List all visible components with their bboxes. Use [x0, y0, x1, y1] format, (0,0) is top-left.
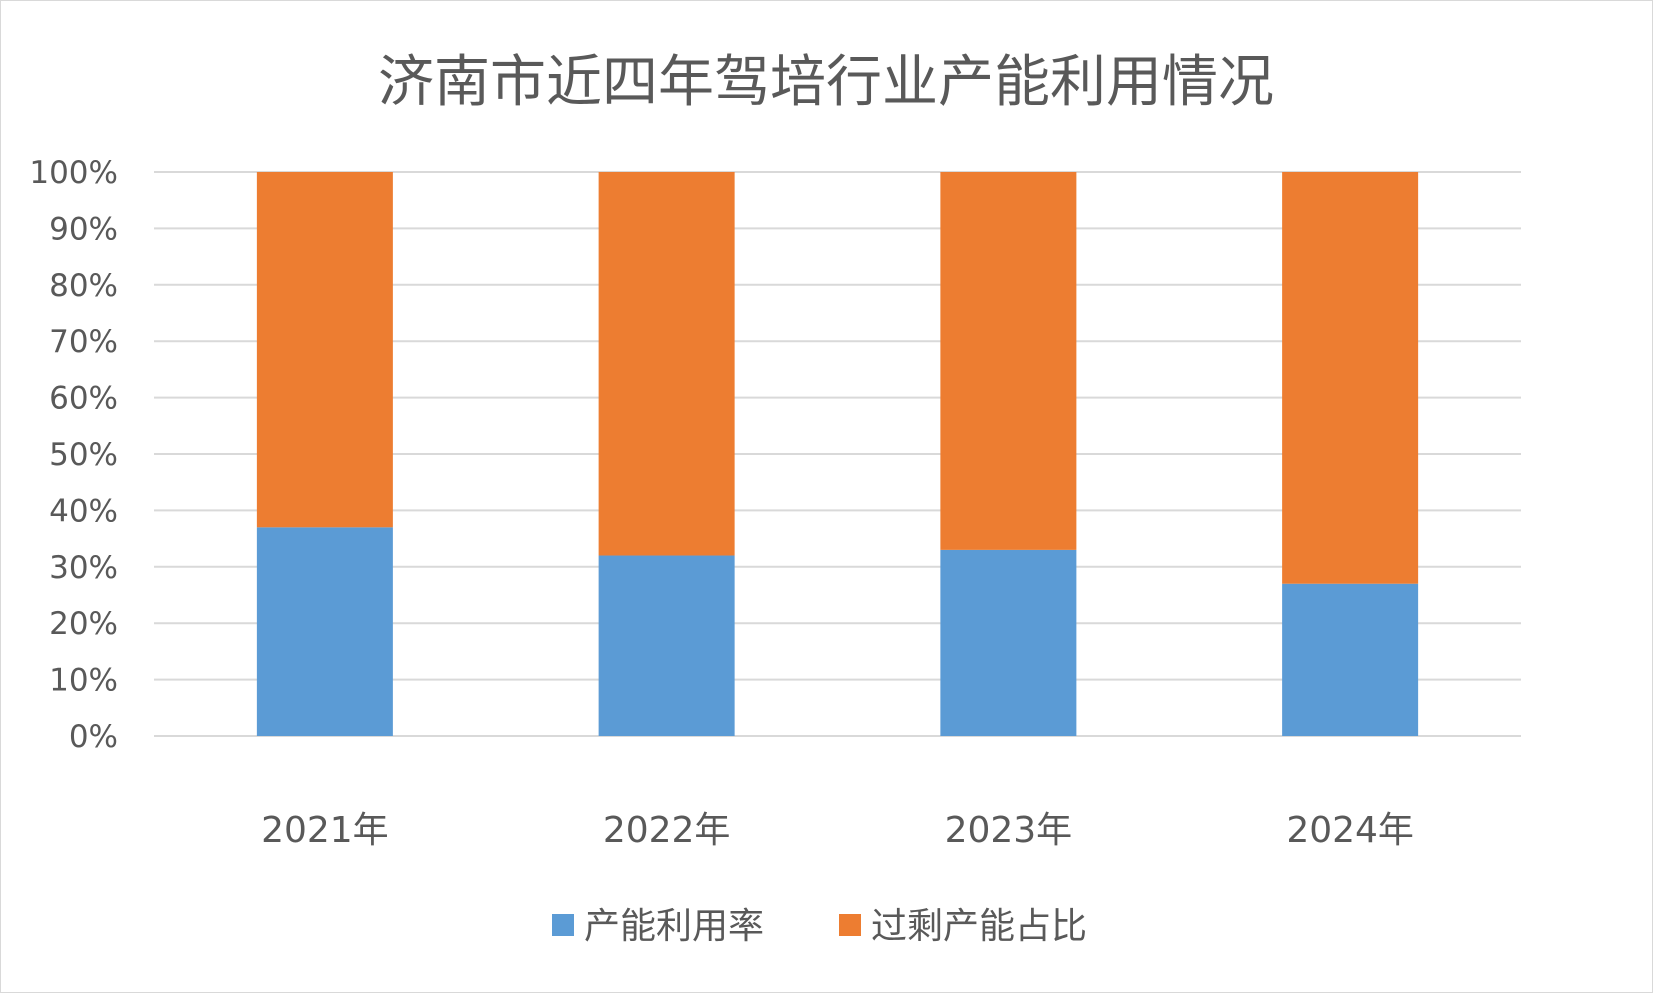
chart-title: 济南市近四年驾培行业产能利用情况	[378, 50, 1274, 115]
legend-swatch	[552, 914, 574, 936]
x-category-label: 2024年	[1286, 810, 1414, 851]
legend-label: 产能利用率	[584, 906, 764, 947]
y-axis-ticks: 0% 10% 20% 30% 40% 50% 60% 70% 80% 90% 100%	[29, 155, 118, 755]
x-axis-categories: 2021年 2022年 2023年 2024年	[261, 810, 1414, 851]
legend: 产能利用率 过剩产能占比	[552, 906, 1087, 947]
x-category-label: 2021年	[261, 810, 389, 851]
y-tick-label: 80%	[49, 268, 118, 304]
y-tick-label: 20%	[49, 606, 118, 642]
y-tick-label: 50%	[49, 437, 118, 473]
bar-utilization-1	[256, 527, 393, 736]
y-tick-label: 60%	[49, 381, 118, 417]
y-tick-label: 70%	[49, 324, 118, 360]
bar-surplus-1	[256, 172, 393, 528]
bar-surplus-4	[1282, 172, 1419, 584]
legend-swatch	[839, 914, 861, 936]
y-tick-label: 40%	[49, 493, 118, 529]
bar-utilization-3	[940, 549, 1077, 736]
y-tick-label: 0%	[69, 719, 118, 755]
bar-utilization-2	[598, 555, 735, 736]
x-category-label: 2023年	[945, 810, 1073, 851]
x-category-label: 2022年	[603, 810, 731, 851]
legend-label: 过剩产能占比	[871, 906, 1087, 947]
y-tick-label: 30%	[49, 550, 118, 586]
bars	[256, 172, 1419, 736]
bar-utilization-4	[1282, 583, 1419, 736]
bar-surplus-3	[940, 172, 1077, 550]
bar-surplus-2	[598, 172, 735, 556]
y-tick-label: 10%	[49, 663, 118, 699]
y-tick-label: 90%	[49, 211, 118, 247]
y-tick-label: 100%	[29, 155, 118, 191]
